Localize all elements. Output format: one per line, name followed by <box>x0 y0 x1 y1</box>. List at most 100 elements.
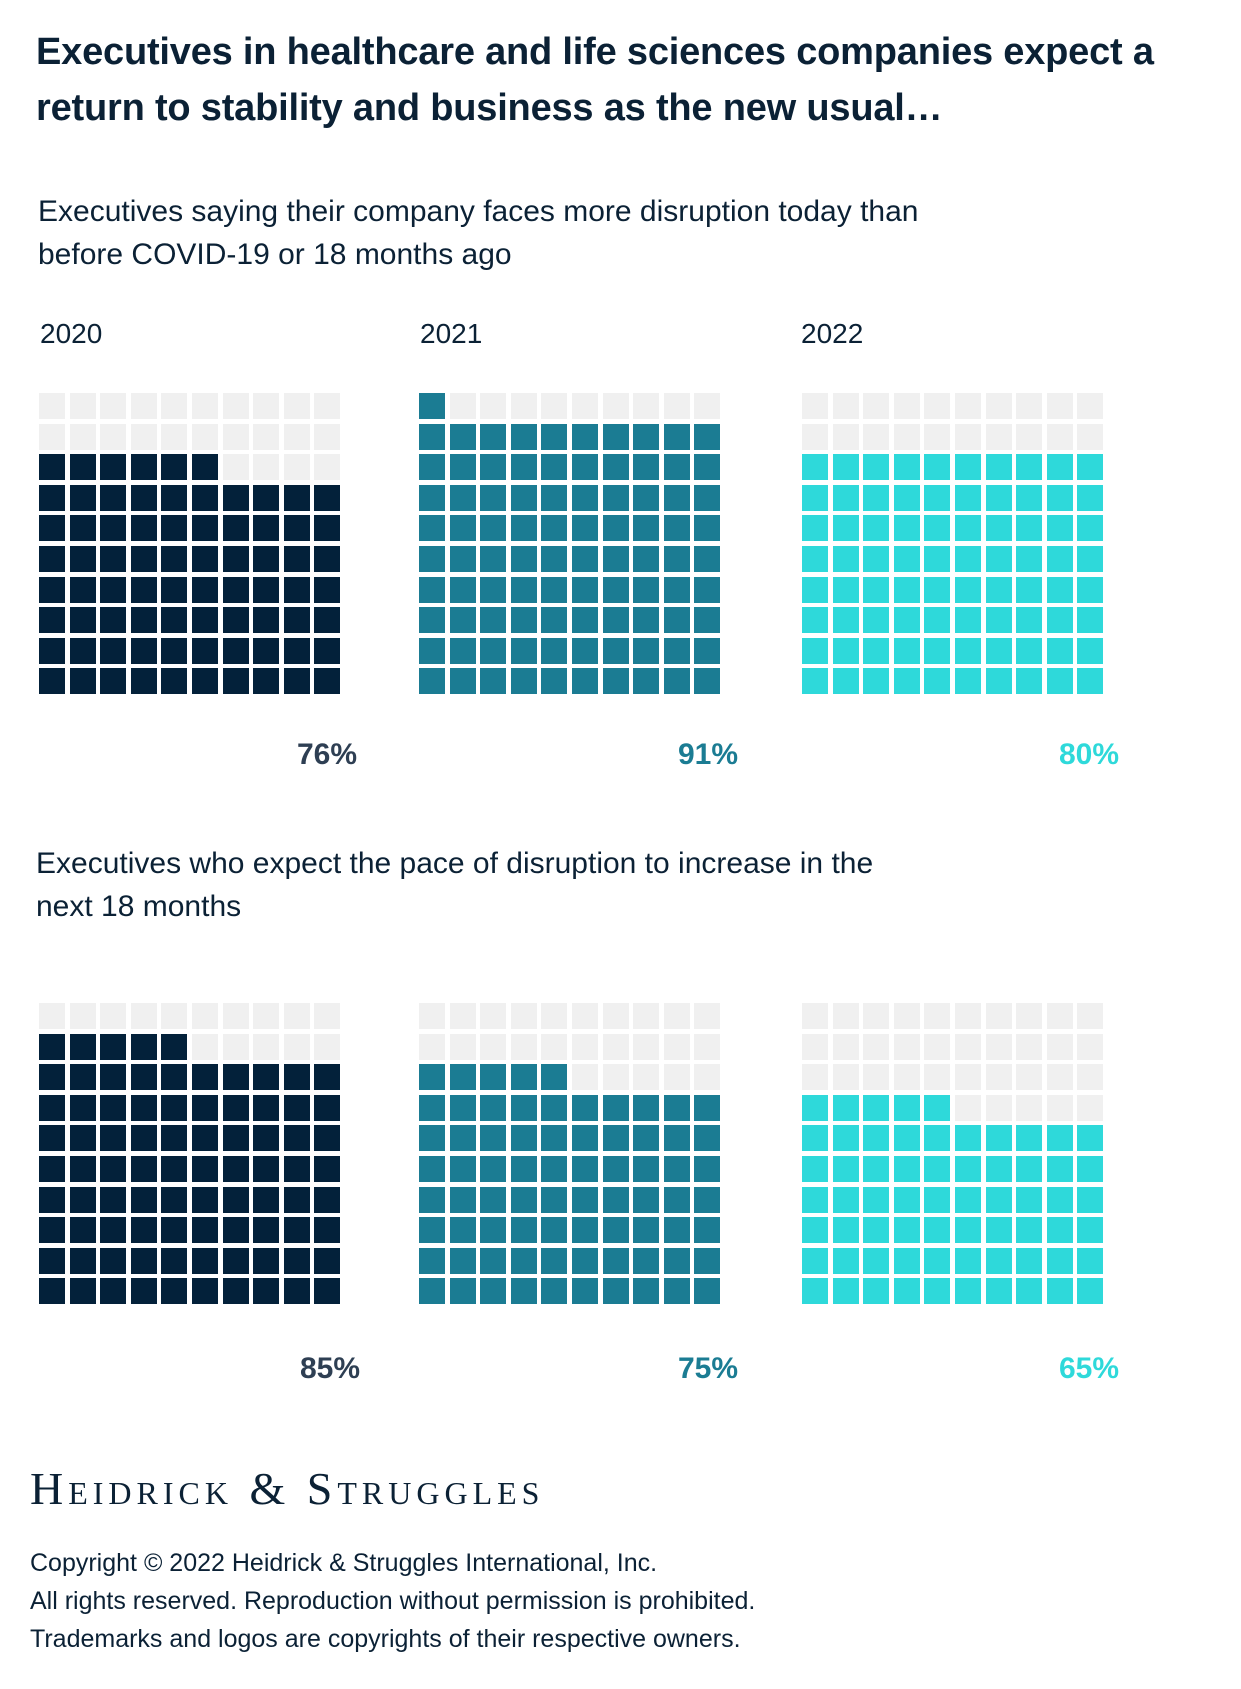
waffle-cell-empty <box>955 1033 981 1060</box>
waffle-2020-disruption-today <box>39 393 365 723</box>
waffle-cell-filled <box>161 1094 188 1121</box>
waffle-cell-empty <box>283 454 310 481</box>
waffle-cell-empty <box>253 1003 280 1029</box>
waffle-cell-filled <box>480 637 507 664</box>
waffle-cell-filled <box>924 515 951 542</box>
waffle-cell-filled <box>283 1247 310 1274</box>
waffle-cell-filled <box>283 637 310 664</box>
waffle-cell-filled <box>130 1247 157 1274</box>
waffle-cell-empty <box>449 1033 476 1060</box>
waffle-cell-filled <box>39 637 65 664</box>
waffle-cell-filled <box>955 1247 981 1274</box>
waffle-cell-filled <box>1016 1186 1043 1213</box>
waffle-cell-filled <box>832 1156 859 1182</box>
waffle-cell-filled <box>541 1125 568 1152</box>
waffle-cell-filled <box>893 1186 920 1213</box>
waffle-cell-filled <box>39 576 65 603</box>
waffle-cell-filled <box>663 454 690 481</box>
waffle-cell-empty <box>192 423 218 450</box>
waffle-cell-empty <box>283 1003 310 1029</box>
waffle-cell-filled <box>449 1156 476 1182</box>
waffle-cell-filled <box>253 1217 280 1244</box>
waffle-cell-filled <box>253 1125 280 1152</box>
waffle-cell-filled <box>39 1217 65 1244</box>
waffle-cell-empty <box>419 1003 445 1029</box>
waffle-cell-filled <box>69 1186 96 1213</box>
waffle-cell-filled <box>694 1094 721 1121</box>
waffle-cell-filled <box>633 1247 660 1274</box>
waffle-cell-filled <box>130 668 157 695</box>
waffle-cell-empty <box>192 1033 218 1060</box>
waffle-cell-empty <box>314 1003 341 1029</box>
waffle-cell-empty <box>572 393 598 419</box>
waffle-cell-filled <box>633 607 660 634</box>
waffle-cell-empty <box>863 393 890 419</box>
waffle-cell-filled <box>510 454 537 481</box>
waffle-cell-filled <box>572 576 598 603</box>
waffle-cell-filled <box>955 484 981 511</box>
year-label-2020: 2020 <box>40 318 103 349</box>
waffle-cell-empty <box>1016 393 1043 419</box>
waffle-cell-filled <box>480 576 507 603</box>
waffle-cell-filled <box>541 423 568 450</box>
waffle-cell-filled <box>510 1278 537 1305</box>
waffle-cell-empty <box>1046 423 1073 450</box>
waffle-cell-filled <box>985 1125 1012 1152</box>
waffle-cell-filled <box>253 484 280 511</box>
pct-label-2020: 76% <box>296 738 357 771</box>
chart-title: Executives in healthcare and life scienc… <box>36 31 1154 129</box>
waffle-cell-filled <box>663 637 690 664</box>
waffle-cell-filled <box>1046 1278 1073 1305</box>
waffle-cell-empty <box>663 393 690 419</box>
waffle-cell-filled <box>192 637 218 664</box>
waffle-cell-filled <box>222 576 249 603</box>
waffle-cell-filled <box>663 1094 690 1121</box>
waffle-cell-filled <box>802 1156 828 1182</box>
waffle-cell-filled <box>863 607 890 634</box>
waffle-cell-filled <box>694 515 721 542</box>
waffle-cell-empty <box>602 1033 629 1060</box>
waffle-cell-filled <box>633 423 660 450</box>
waffle-cell-filled <box>39 454 65 481</box>
waffle-cell-filled <box>633 484 660 511</box>
waffle-cell-empty <box>602 1064 629 1091</box>
waffle-cell-filled <box>802 576 828 603</box>
waffle-cell-filled <box>419 423 445 450</box>
waffle-cell-filled <box>222 1094 249 1121</box>
waffle-cell-filled <box>449 1278 476 1305</box>
waffle-cell-filled <box>39 515 65 542</box>
waffle-cell-filled <box>1016 1125 1043 1152</box>
waffle-cell-filled <box>832 637 859 664</box>
waffle-cell-filled <box>694 546 721 572</box>
waffle-cell-empty <box>69 1003 96 1029</box>
waffle-cell-filled <box>663 484 690 511</box>
waffle-cell-filled <box>314 515 341 542</box>
waffle-cell-filled <box>480 1278 507 1305</box>
waffle-2022-pace-increase <box>802 1003 1128 1333</box>
waffle-cell-filled <box>192 607 218 634</box>
waffle-cell-filled <box>572 546 598 572</box>
waffle-cell-empty <box>314 423 341 450</box>
waffle-cell-filled <box>541 1186 568 1213</box>
waffle-cell-filled <box>955 1278 981 1305</box>
waffle-cell-filled <box>192 668 218 695</box>
waffle-cell-empty <box>633 1033 660 1060</box>
heidrick-struggles-logo: Heidrick & Struggles <box>30 1463 545 1514</box>
section-2-subtitle: Executives who expect the pace of disrup… <box>36 847 874 923</box>
waffle-cell-filled <box>419 1064 445 1091</box>
waffle-cell-filled <box>955 637 981 664</box>
waffle-cell-empty <box>924 1064 951 1091</box>
waffle-cell-filled <box>419 393 445 419</box>
waffle-cell-filled <box>572 668 598 695</box>
waffle-cell-filled <box>100 1094 127 1121</box>
waffle-cell-empty <box>893 1064 920 1091</box>
waffle-cell-filled <box>39 1064 65 1091</box>
waffle-cell-filled <box>222 1247 249 1274</box>
waffle-cell-empty <box>480 393 507 419</box>
waffle-cell-empty <box>924 423 951 450</box>
waffle-cell-filled <box>130 484 157 511</box>
waffle-cell-filled <box>863 515 890 542</box>
waffle-cell-filled <box>863 1094 890 1121</box>
waffle-cell-filled <box>1077 454 1104 481</box>
waffle-cell-filled <box>510 637 537 664</box>
